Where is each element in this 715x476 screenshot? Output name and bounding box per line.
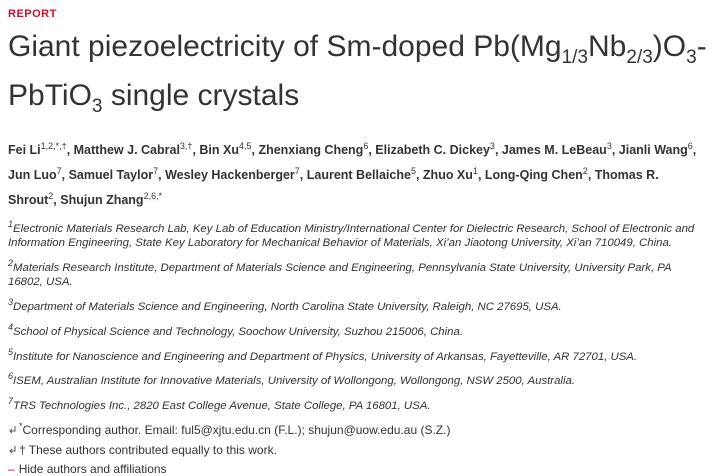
affiliation-number: 2 [8,258,14,269]
title-text: )O [652,30,687,63]
affiliation-text: Institute for Nanoscience and Engineerin… [13,350,638,363]
author-name[interactable]: Thomas R. Shrout [8,168,659,208]
author-name[interactable]: Laurent Bellaiche [306,168,411,183]
separator: , [611,143,619,158]
email[interactable]: shujun@uow.edu.au [308,423,418,438]
author-name[interactable]: Elizabeth C. Dickey [375,143,490,158]
return-icon [9,426,16,434]
minus-icon: – [8,462,15,476]
affiliation-number: 4 [8,321,14,332]
affiliation: 3Department of Materials Science and Eng… [8,295,707,314]
affiliation: 5Institute for Nanoscience and Engineeri… [8,345,707,364]
affiliation: 7TRS Technologies Inc., 2820 East Colleg… [8,394,707,413]
email[interactable]: ful5@xjtu.edu.cn [181,423,271,438]
note-text: (S.Z.) [417,423,451,438]
separator: , [477,168,485,183]
author-name[interactable]: James M. LeBeau [501,143,607,158]
author-name[interactable]: Bin Xu [199,143,239,158]
author-name[interactable]: Samuel Taylor [68,168,154,183]
affiliation: 4School of Physical Science and Technolo… [8,320,707,339]
title: Giant piezoelectricity of Sm-doped Pb(Mg… [8,28,708,126]
note-text: These authors contributed equally to thi… [25,443,277,458]
symbol: † [19,443,26,458]
author-affiliation: 5 [410,166,416,177]
affiliation-text: Electronic Materials Research Lab, Key L… [8,223,695,250]
affiliations: 1Electronic Materials Research Lab, Key … [8,217,707,413]
author-name[interactable]: Matthew J. Cabral [73,143,180,158]
separator: , [415,168,423,183]
separator: , [587,168,595,183]
author-affiliation: 1 [472,166,478,177]
affiliation-text: Materials Research Institute, Department… [8,262,672,289]
author-name[interactable]: Jianli Wang [618,143,688,158]
author-affiliation: 2,6,* [143,191,163,202]
affiliation-number: 7 [8,396,14,407]
author-affiliation: 6 [687,141,693,151]
author-affiliation: 6 [363,141,369,151]
separator: , [192,143,200,158]
return-icon [9,446,16,454]
equal-note: † These authors contributed equally to t… [8,443,707,457]
toggle-text[interactable]: Hide authors and affiliations [18,462,167,476]
affiliation-number: 3 [8,297,14,308]
author-name[interactable]: Jun Luo [8,168,57,183]
separator: , [692,143,697,158]
subscript: 1/3 [561,47,589,68]
affiliation-text: Department of Materials Science and Engi… [13,300,562,313]
affiliation-text: TRS Technologies Inc., 2820 East College… [13,400,431,413]
separator: , [66,143,74,158]
subscript: 3 [91,96,103,117]
affiliation: 2Materials Research Institute, Departmen… [8,256,707,289]
author-affiliation: 7 [56,166,62,177]
note-text: Corresponding author. Email: [22,423,182,438]
title-text: single crystals [102,79,300,112]
authors: Fei Li1,2,*,†, Matthew J. Cabral3,†, Bin… [8,136,707,211]
separator: , [61,168,69,183]
separator: , [299,168,307,183]
separator: , [494,143,502,158]
author-name[interactable]: Shujun Zhang [60,193,144,208]
author-affiliation: 7 [153,166,159,177]
affiliation-text: ISEM, Australian Institute for Innovativ… [13,375,575,388]
affiliation: 1Electronic Materials Research Lab, Key … [8,217,707,250]
corresponding-note: *Corresponding author. Email: ful5@xjtu.… [8,419,707,437]
author-affiliation: 3 [489,141,495,151]
author-affiliation: 7 [294,166,300,177]
affiliation-text: School of Physical Science and Technolog… [13,325,464,338]
author-name[interactable]: Long-Qing Chen [484,168,583,183]
title-text: Giant piezoelectricity of Sm-doped Pb(Mg [8,30,562,63]
title-text: -PbTiO [8,30,707,112]
author-affiliation: 4,5 [238,141,252,151]
affiliation-number: 1 [8,219,14,230]
author-name[interactable]: Zhuo Xu [422,168,473,183]
affiliation: 6ISEM, Australian Institute for Innovati… [8,369,707,388]
note-text: (F.L.); [270,423,309,438]
article-label: REPORT [8,8,57,20]
author-affiliation: 3,† [179,141,193,151]
separator: , [368,143,376,158]
author-affiliation: 1,2,*,† [40,141,67,151]
author-name[interactable]: Fei Li [8,143,41,158]
separator: , [158,168,166,183]
separator: , [53,193,61,208]
affiliation-number: 5 [8,346,14,357]
title-text: Nb [588,30,627,63]
author-affiliation: 3 [606,141,612,151]
author-name[interactable]: Zhenxiang Cheng [258,143,364,158]
author-name[interactable]: Wesley Hackenberger [165,168,295,183]
toggle-affiliations[interactable]: – Hide authors and affiliations [8,462,707,476]
subscript: 2/3 [626,47,653,68]
affiliation-number: 6 [8,371,14,382]
author-affiliation: 2 [582,166,588,177]
separator: , [251,143,259,158]
subscript: 3 [686,47,697,68]
author-affiliation: 2 [48,191,54,202]
